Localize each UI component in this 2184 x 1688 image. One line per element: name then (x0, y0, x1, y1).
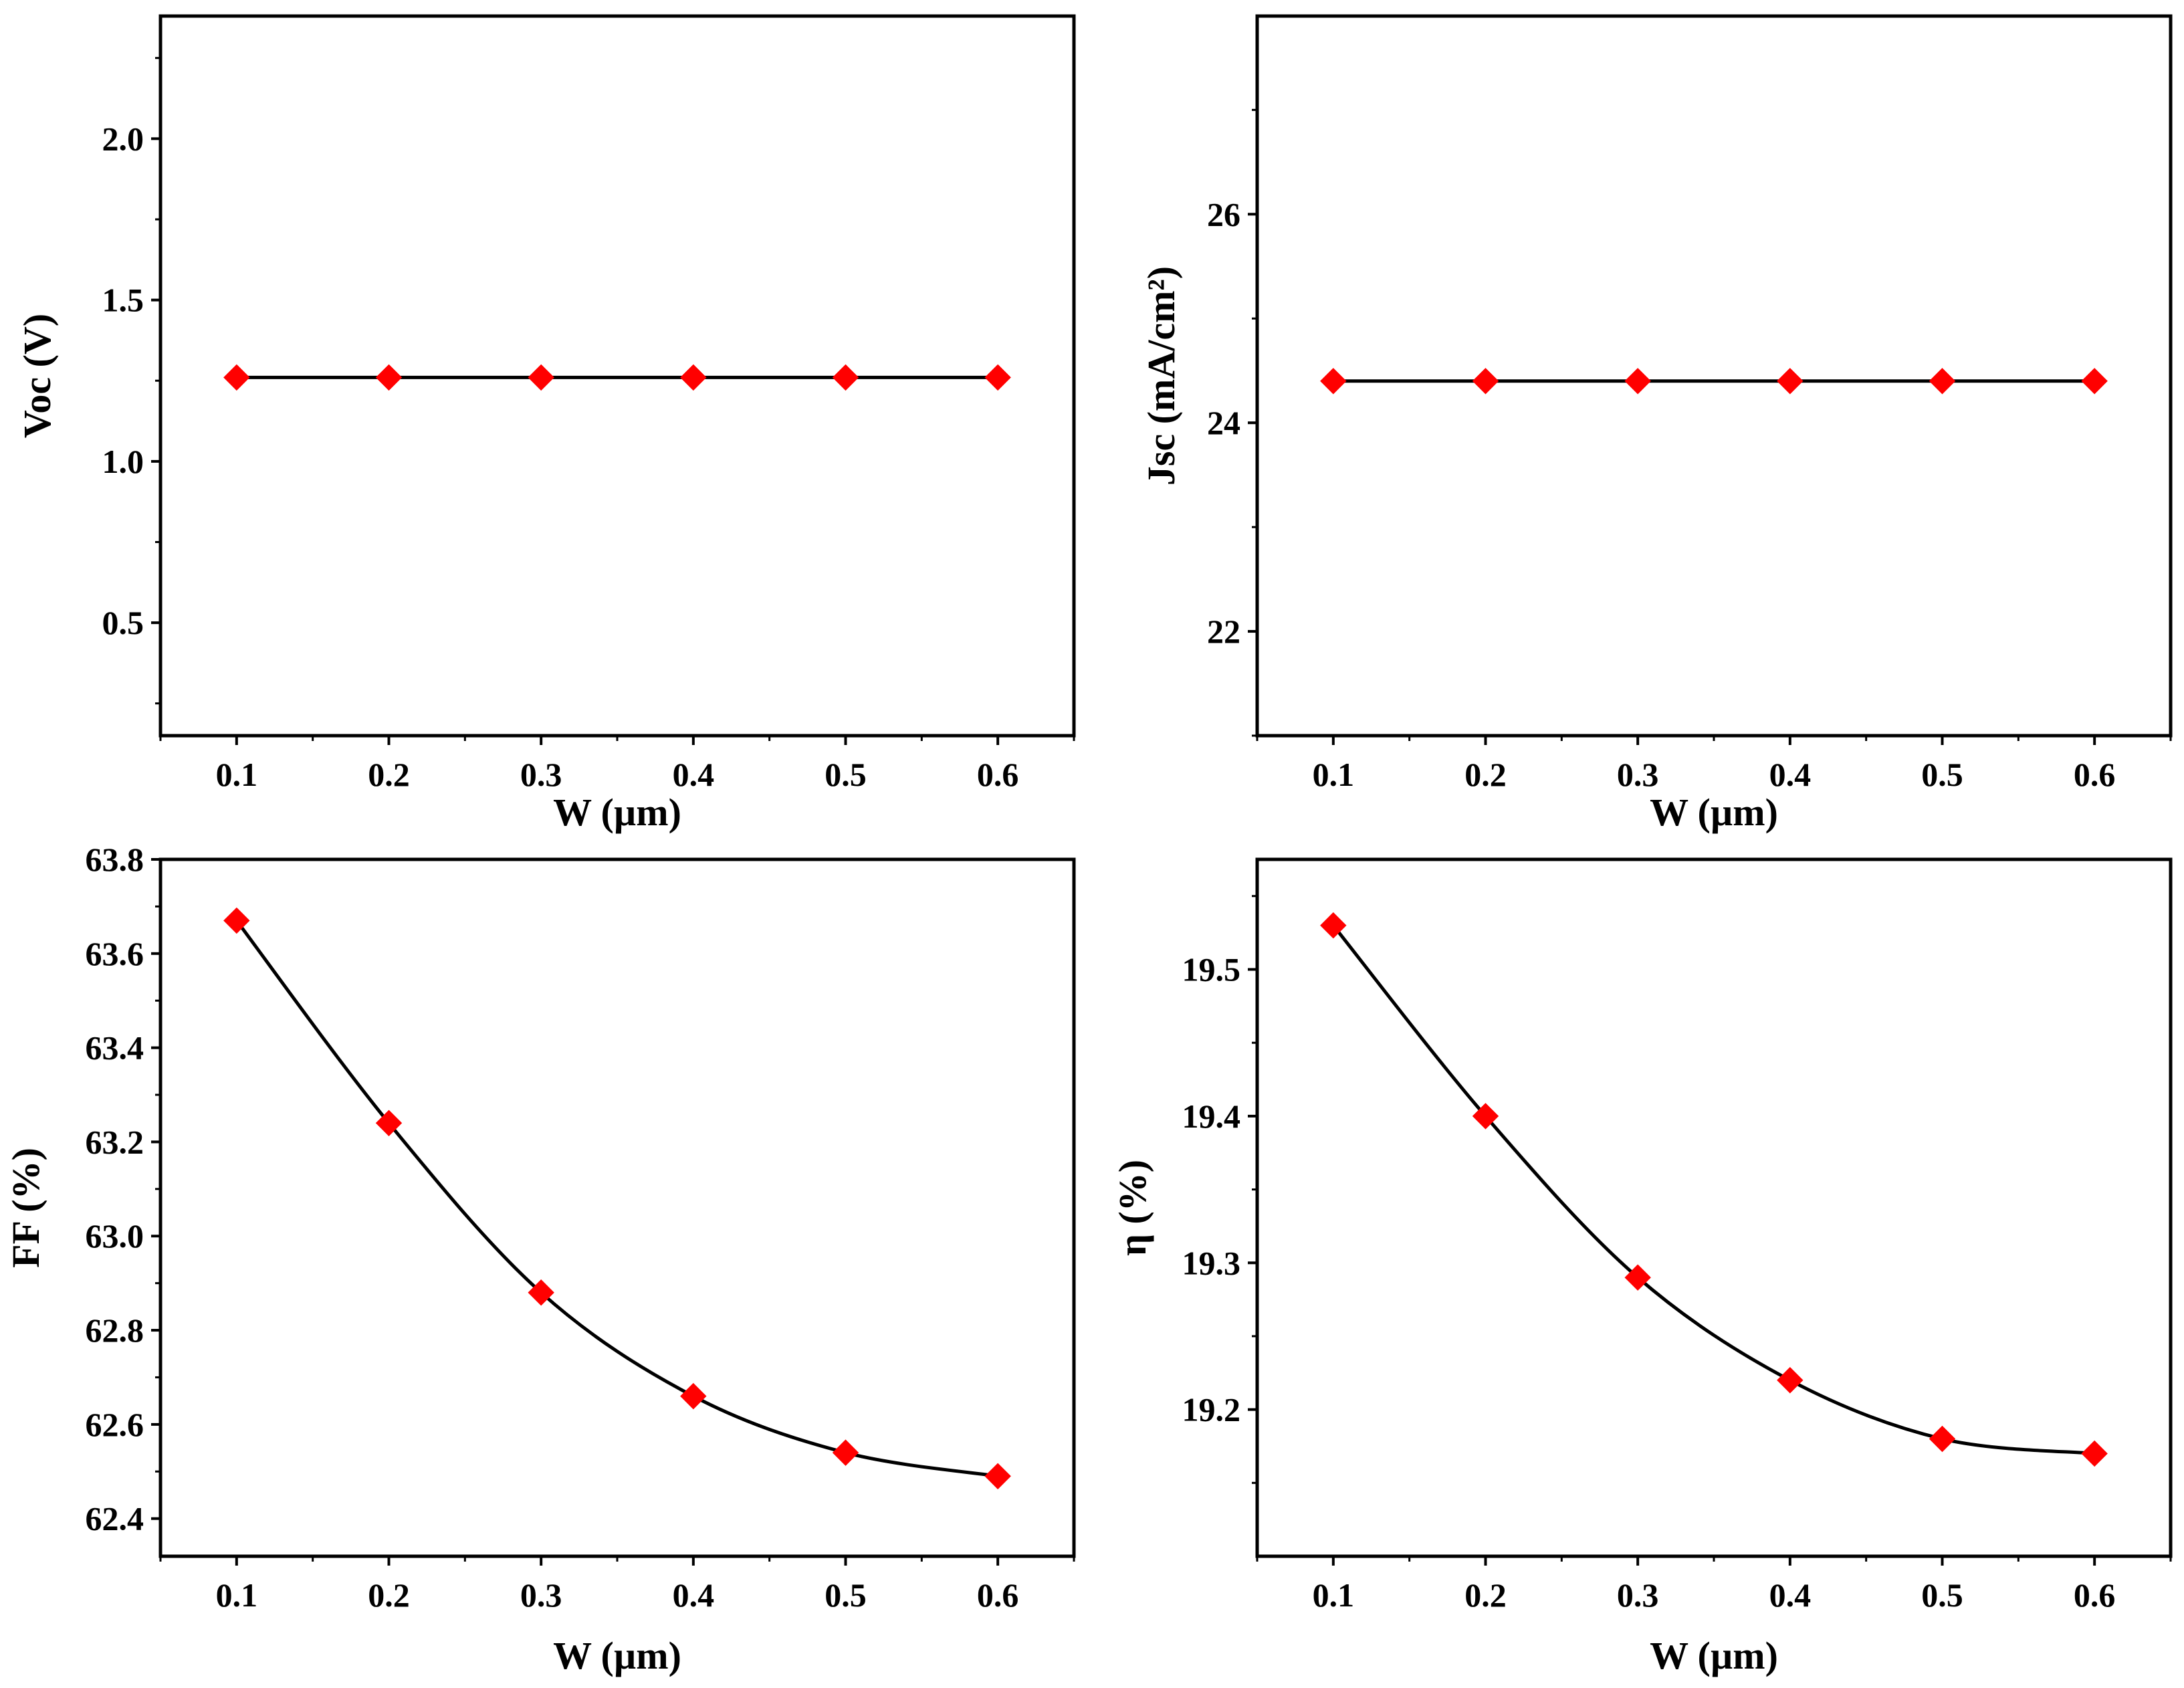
y-tick-label: 26 (1207, 195, 1240, 233)
x-tick-label: 0.4 (1769, 756, 1812, 793)
x-tick-label: 0.1 (1313, 1576, 1355, 1614)
series-line (1331, 924, 2095, 1455)
data-point (680, 1382, 707, 1410)
y-tick-label: 19.5 (1182, 951, 1241, 988)
data-point (984, 364, 1011, 391)
x-tick-label: 0.1 (216, 756, 258, 793)
y-tick-label: 63.8 (86, 841, 144, 878)
data-point (1929, 1425, 1956, 1453)
data-point (832, 1439, 859, 1466)
y-tick-label: 1.5 (102, 282, 144, 319)
data-point (1320, 368, 1347, 395)
panel-jsc: 0.1 0.2 0.3 0.4 0.5 0.6 22 24 26 W (µm) Jsc (mA/cm… (1139, 14, 2173, 834)
x-tick-label: 0.4 (673, 1576, 715, 1614)
y-tick-label: 63.4 (86, 1029, 144, 1067)
plot-frame (158, 857, 1076, 1558)
x-tick-label: 0.2 (368, 756, 410, 793)
data-point (1472, 1103, 1499, 1130)
x-tick-label: 0.2 (1464, 756, 1507, 793)
y-axis-title: FF (%) (4, 1148, 47, 1268)
x-tick-label: 0.5 (825, 1576, 867, 1614)
data-point (1624, 1264, 1651, 1291)
x-axis-title: W (µm) (1650, 790, 1778, 834)
x-tick-label: 0.6 (977, 756, 1019, 793)
data-point (528, 1279, 554, 1306)
x-tick-label: 0.4 (673, 756, 715, 793)
x-axis-title: W (µm) (553, 790, 681, 834)
x-axis-title: W (µm) (1650, 1634, 1778, 1677)
x-tick-label: 0.3 (1617, 756, 1659, 793)
data-point (375, 1110, 403, 1136)
y-tick-label: 62.6 (86, 1406, 144, 1443)
y-tick-label: 2.0 (102, 120, 144, 157)
data-point (1777, 1367, 1804, 1394)
data-point (1777, 368, 1804, 395)
y-tick-label: 19.3 (1182, 1244, 1241, 1281)
data-point (528, 364, 554, 391)
x-tick-label: 0.3 (1617, 1576, 1659, 1614)
plot-frame (1255, 14, 2173, 738)
data-point (223, 907, 250, 934)
data-point (832, 364, 859, 391)
data-point (1472, 368, 1499, 395)
y-axis-title: Voc (V) (15, 314, 59, 438)
x-tick-label: 0.6 (977, 1576, 1019, 1614)
y-tick-label: 0.5 (102, 604, 144, 641)
y-tick-label: 63.0 (86, 1217, 144, 1255)
data-point (223, 364, 250, 391)
y-tick-label: 19.4 (1182, 1097, 1241, 1135)
y-tick-label: 63.2 (86, 1123, 144, 1160)
series-line (235, 919, 998, 1478)
x-tick-label: 0.3 (520, 1576, 562, 1614)
x-tick-label: 0.5 (1921, 756, 1963, 793)
y-tick-label: 1.0 (102, 443, 144, 480)
panel-eta: 0.1 0.2 0.3 0.4 0.5 0.6 19.2 19.3 19.4 19.5 W (µm)… (1111, 857, 2173, 1677)
data-point (375, 364, 403, 391)
y-tick-label: 62.8 (86, 1311, 144, 1349)
x-axis-title: W (µm) (553, 1634, 681, 1677)
data-point (1929, 368, 1956, 395)
y-axis-title: η (%) (1111, 1160, 1154, 1256)
data-point (1320, 912, 1347, 939)
y-tick-label: 24 (1207, 404, 1240, 441)
x-tick-label: 0.4 (1769, 1576, 1812, 1614)
data-point (680, 364, 707, 391)
data-point (2081, 368, 2108, 395)
data-point (984, 1463, 1011, 1490)
x-tick-label: 0.3 (520, 756, 562, 793)
panel-voc: 0.1 0.2 0.3 0.4 0.5 0.6 0.5 1.0 1.5 2.0 W (µm) Voc … (15, 14, 1076, 834)
x-tick-label: 0.6 (2074, 756, 2116, 793)
x-tick-label: 0.1 (1313, 756, 1355, 793)
y-tick-label: 63.6 (86, 935, 144, 972)
x-tick-label: 0.5 (1921, 1576, 1963, 1614)
y-tick-label: 22 (1207, 613, 1240, 650)
y-tick-label: 19.2 (1182, 1391, 1241, 1429)
data-point (1624, 368, 1651, 395)
data-point (2081, 1440, 2108, 1467)
panel-ff: 0.1 0.2 0.3 0.4 0.5 0.6 62.4 62.6 62.8 63.0 63.2 63… (4, 841, 1076, 1677)
x-tick-label: 0.1 (216, 1576, 258, 1614)
x-tick-label: 0.6 (2074, 1576, 2116, 1614)
y-axis-title: Jsc (mA/cm²) (1139, 266, 1183, 486)
x-tick-label: 0.2 (1464, 1576, 1507, 1614)
x-tick-label: 0.5 (825, 756, 867, 793)
y-tick-label: 62.4 (86, 1500, 144, 1538)
x-tick-label: 0.2 (368, 1576, 410, 1614)
